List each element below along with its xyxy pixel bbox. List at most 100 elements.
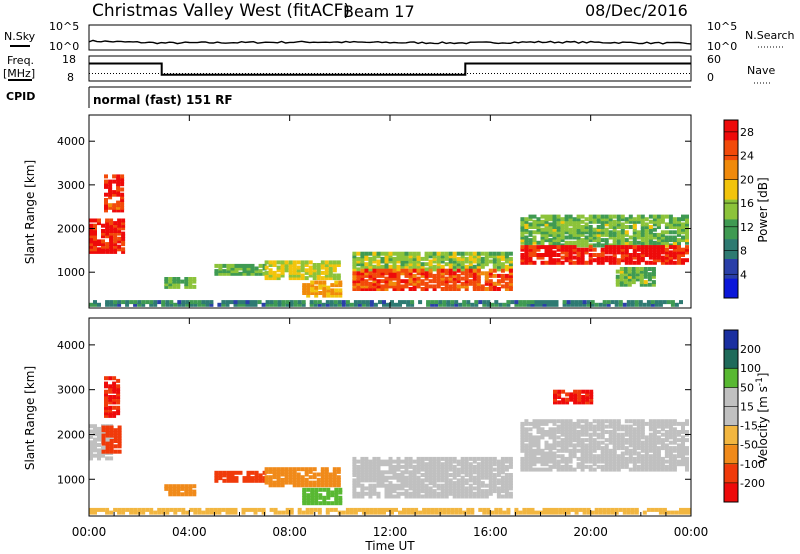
power-cell	[161, 300, 166, 305]
velocity-cell	[176, 489, 181, 494]
power-cell	[576, 253, 581, 257]
power-cell	[615, 274, 620, 279]
power-cell	[640, 250, 645, 255]
power-cell	[448, 254, 453, 259]
power-cell	[400, 251, 405, 256]
power-cell	[631, 269, 636, 274]
power-cell	[652, 240, 657, 245]
power-cell	[644, 245, 649, 250]
velocity-label-close: ]	[756, 373, 770, 378]
velocity-cell	[117, 425, 122, 430]
power-cell	[656, 217, 661, 222]
power-cell	[644, 227, 649, 232]
velocity-cell	[514, 510, 519, 515]
power-cell	[352, 259, 357, 264]
velocity-cell	[648, 454, 653, 459]
velocity-cell	[89, 424, 93, 429]
velocity-cell	[336, 469, 341, 474]
velocity-cell	[284, 480, 289, 485]
power-cell	[600, 253, 605, 257]
velocity-cell	[608, 451, 613, 456]
power-cell	[640, 240, 645, 245]
velocity-cell	[460, 470, 465, 475]
power-cell	[101, 247, 105, 252]
power-cell	[101, 242, 105, 247]
velocity-cell	[428, 491, 433, 496]
velocity-cell	[472, 459, 477, 464]
velocity-cell	[356, 470, 361, 475]
power-cell	[536, 225, 541, 229]
velocity-cell	[548, 464, 553, 469]
power-cell	[432, 259, 437, 264]
power-cell	[630, 300, 635, 305]
velocity-cell	[388, 464, 393, 469]
velocity-cell	[188, 484, 193, 489]
velocity-cell	[544, 456, 549, 461]
velocity-cell	[540, 456, 545, 461]
power-cell	[677, 250, 681, 255]
power-cell	[648, 255, 653, 260]
velocity-cell	[254, 470, 259, 475]
power-cell	[440, 281, 445, 286]
power-cell	[651, 280, 656, 285]
velocity-cell	[246, 476, 251, 481]
velocity-cell	[352, 462, 357, 467]
velocity-cell	[112, 389, 117, 394]
velocity-cell	[600, 451, 605, 456]
power-cell	[368, 284, 373, 289]
power-cell	[624, 260, 629, 265]
velocity-cell	[444, 464, 449, 469]
power-cell	[556, 260, 561, 265]
velocity-cell	[556, 424, 561, 429]
velocity-cell	[468, 478, 473, 483]
velocity-cell	[112, 405, 117, 410]
power-cell	[572, 225, 577, 229]
velocity-cell	[89, 453, 93, 458]
power-cell	[272, 260, 277, 265]
velocity-cell	[364, 462, 369, 467]
velocity-cell	[392, 489, 397, 494]
power-cell	[205, 302, 210, 307]
power-cell	[632, 225, 637, 229]
power-cell	[556, 238, 561, 243]
velocity-cell	[685, 467, 689, 472]
velocity-cell	[644, 438, 649, 443]
velocity-cell	[584, 451, 589, 456]
power-cell	[201, 300, 206, 305]
power-cell	[620, 240, 625, 245]
velocity-cell	[105, 510, 110, 515]
power-cell	[280, 263, 285, 267]
power-cell	[169, 300, 174, 305]
velocity-cell	[444, 491, 449, 496]
power-cell	[550, 302, 555, 307]
velocity-cell	[668, 456, 673, 461]
power-cell	[620, 232, 625, 237]
velocity-cell	[480, 473, 485, 477]
velocity-cell	[524, 419, 529, 424]
power-cell	[322, 285, 327, 290]
velocity-cell	[205, 507, 210, 512]
velocity-cell	[464, 456, 469, 461]
power-cell	[388, 284, 393, 289]
power-cell	[317, 300, 322, 305]
power-cell	[384, 262, 389, 267]
velocity-cell	[368, 462, 373, 467]
power-cell	[584, 222, 589, 227]
velocity-cell	[472, 494, 477, 499]
power-cell	[394, 302, 398, 307]
power-cell	[548, 227, 553, 232]
power-cell	[504, 281, 509, 286]
power-cell	[388, 273, 393, 278]
power-cell	[570, 302, 575, 307]
velocity-cell	[460, 467, 465, 472]
velocity-cell	[398, 510, 402, 515]
velocity-cell	[280, 483, 285, 488]
power-cell	[322, 291, 327, 295]
velocity-cell	[101, 433, 106, 438]
velocity-cell	[356, 459, 361, 464]
velocity-cell	[456, 486, 461, 491]
power-cell	[382, 302, 386, 307]
power-cell	[352, 262, 357, 267]
velocity-cell	[612, 421, 617, 426]
power-cell	[117, 229, 122, 233]
